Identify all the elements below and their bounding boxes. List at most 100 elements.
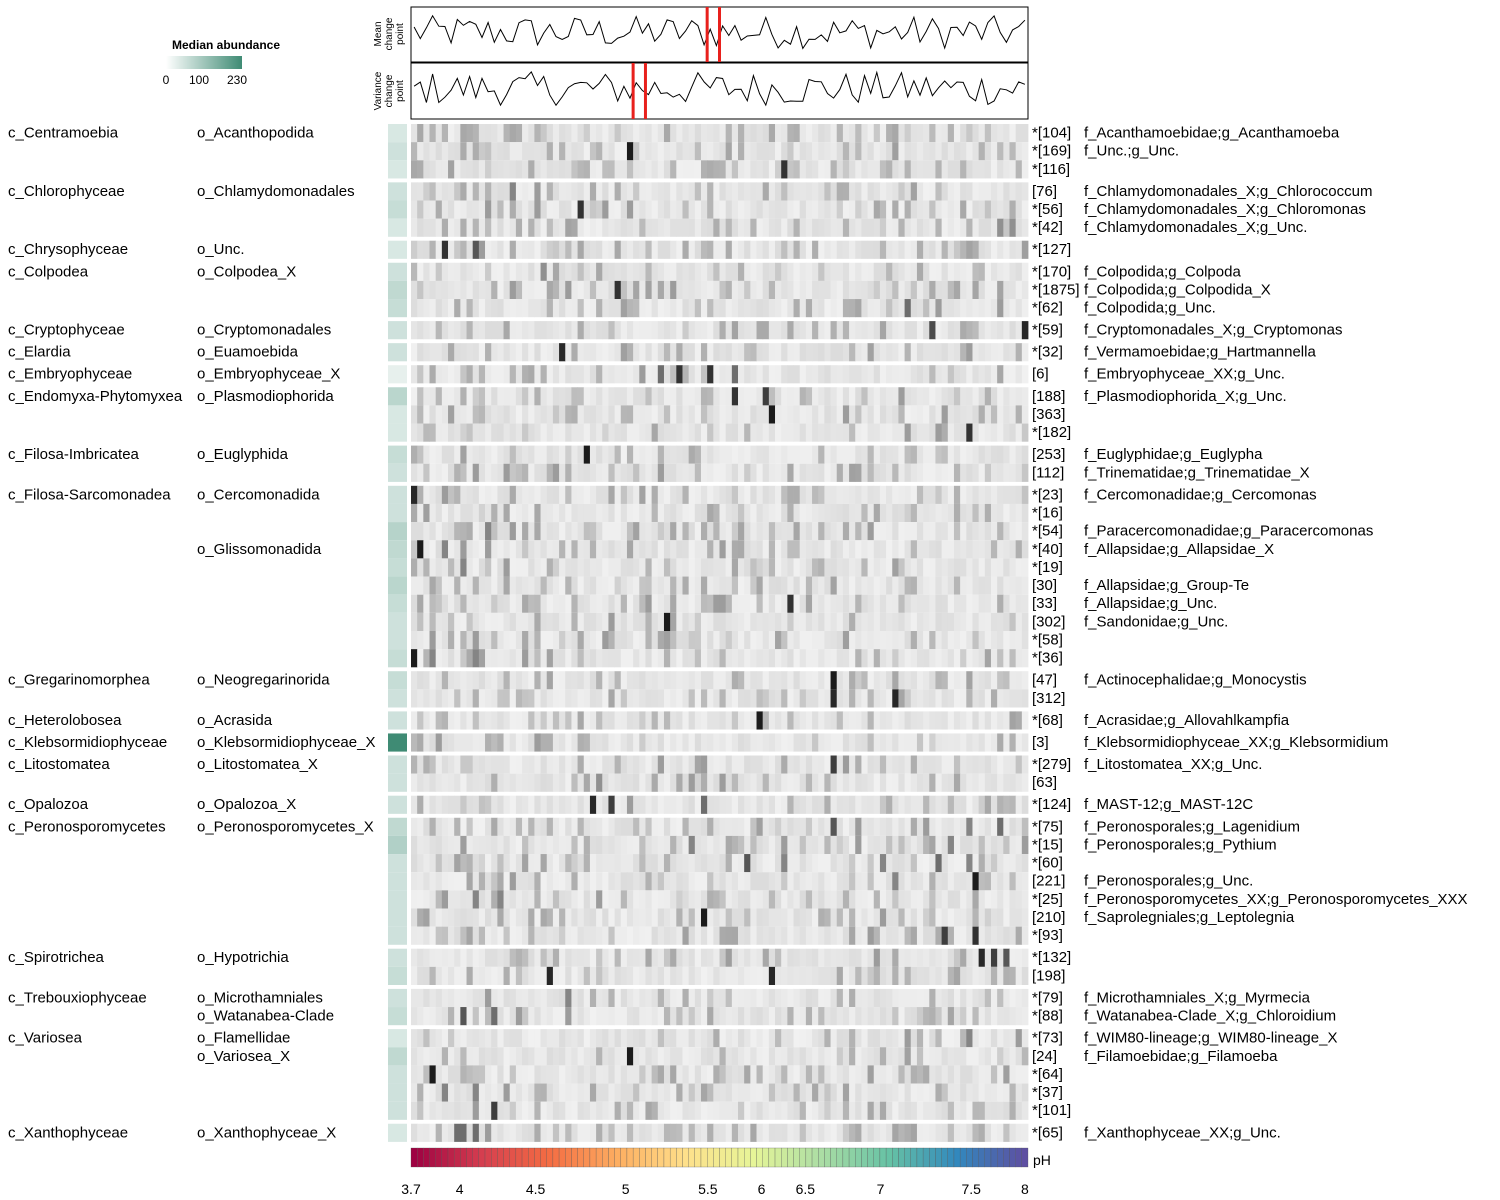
heatmap-cell [1021, 182, 1029, 201]
heatmap-cell [781, 485, 788, 504]
heatmap-cell [700, 649, 708, 668]
heatmap-cell [596, 773, 603, 792]
heatmap-cell [960, 423, 967, 442]
heatmap-cell [984, 262, 992, 281]
heatmap-cell [602, 755, 609, 774]
heatmap-cell [534, 182, 541, 201]
heatmap-cell [719, 1007, 727, 1026]
heatmap-cell [417, 872, 424, 891]
heatmap-cell [966, 540, 973, 559]
heatmap-cell [663, 948, 671, 967]
heatmap-cell [787, 817, 794, 836]
heatmap-cell [670, 405, 677, 424]
heatmap-cell [454, 988, 461, 1008]
heatmap-cell [645, 755, 653, 774]
heatmap-cell [583, 966, 591, 985]
heatmap-cell [953, 218, 961, 237]
heatmap-cell [663, 733, 671, 752]
heatmap-cell [546, 594, 554, 613]
heatmap-cell [509, 594, 517, 613]
heatmap-cell [731, 540, 739, 559]
heatmap-cell [892, 142, 899, 161]
heatmap-cell [546, 387, 554, 406]
heatmap-cell [411, 423, 418, 442]
heatmap-cell [639, 485, 646, 504]
family-genus-label: f_Peronosporales;g_Lagenidium [1084, 818, 1300, 835]
heatmap-cell [941, 576, 949, 595]
otu-label: *[58] [1032, 632, 1063, 649]
heatmap-cell [528, 522, 535, 541]
family-genus-label: f_Cryptomonadales_X;g_Cryptomonas [1084, 322, 1342, 339]
median-abundance-cell [388, 671, 407, 690]
heatmap-cell [713, 631, 720, 650]
heatmap-cell [725, 365, 733, 384]
heatmap-cell [583, 540, 591, 559]
heatmap-cell [626, 1029, 634, 1048]
heatmap-cell [485, 854, 492, 873]
heatmap-cell [522, 594, 529, 613]
heatmap-cell [713, 445, 720, 464]
heatmap-cell [775, 835, 782, 855]
heatmap-cell [620, 966, 628, 985]
heatmap-cell [466, 948, 474, 967]
heatmap-cell [744, 733, 751, 752]
heatmap-row: c_Filosa-Sarcomonadea o_Cercomonadida *[23… [8, 485, 1317, 504]
heatmap-cell [577, 594, 585, 613]
heatmap-cell [571, 966, 578, 985]
heatmap-cell [515, 445, 523, 464]
heatmap-cell [491, 872, 498, 891]
heatmap-cell [1009, 423, 1017, 442]
heatmap-cell [861, 142, 868, 161]
heatmap-cell [1021, 890, 1029, 909]
heatmap-cell [818, 1007, 825, 1026]
heatmap-cell [472, 200, 480, 219]
heatmap-cell [966, 733, 973, 752]
heatmap-cell [485, 612, 492, 631]
heatmap-cell [855, 218, 862, 237]
heatmap-cell [1009, 200, 1017, 219]
heatmap-cell [571, 485, 578, 504]
heatmap-cell [916, 988, 924, 1008]
heatmap-cell [694, 733, 702, 752]
heatmap-cell [805, 240, 813, 259]
heatmap-cell [972, 773, 980, 792]
heatmap-cell [818, 966, 825, 985]
heatmap-cell [984, 872, 992, 891]
heatmap-cell [836, 321, 844, 340]
heatmap-cell [725, 299, 733, 318]
heatmap-cell [960, 890, 967, 909]
heatmap-cell [768, 733, 776, 752]
heatmap-cell [651, 485, 659, 504]
heatmap-cell [707, 262, 714, 281]
heatmap-cell [867, 817, 875, 836]
otu-label: *[279] [1032, 756, 1071, 773]
heatmap-cell [984, 540, 992, 559]
heatmap-cell [947, 240, 955, 259]
heatmap-cell [534, 649, 541, 668]
heatmap-cell [472, 926, 480, 945]
heatmap-cell [534, 445, 541, 464]
heatmap-cell [744, 160, 751, 179]
heatmap-cell [990, 631, 998, 650]
heatmap-cell [738, 966, 745, 985]
heatmap-cell [577, 755, 585, 774]
heatmap-cell [429, 124, 437, 143]
heatmap-cell [966, 200, 973, 219]
heatmap-cell [583, 558, 591, 577]
heatmap-cell [466, 343, 474, 362]
heatmap-cell [904, 365, 912, 384]
heatmap-cell [855, 612, 862, 631]
heatmap-cell [879, 423, 887, 442]
median-abundance-cell [388, 280, 407, 300]
heatmap-cell [534, 142, 541, 161]
heatmap-cell [935, 262, 943, 281]
heatmap-cell [670, 558, 677, 577]
heatmap-cell [639, 689, 646, 708]
heatmap-cell [910, 671, 918, 690]
heatmap-cell [614, 387, 622, 406]
heatmap-cell [540, 200, 548, 219]
heatmap-cell [1021, 1029, 1029, 1048]
heatmap-cell [836, 182, 844, 201]
heatmap-cell [491, 558, 498, 577]
heatmap-cell [472, 387, 480, 406]
